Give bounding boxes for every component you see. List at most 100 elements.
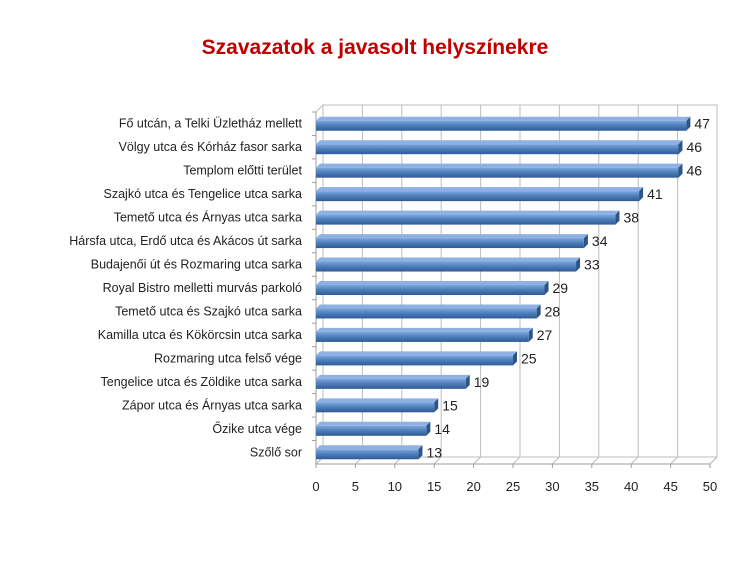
category-label: Temető utca és Szajkó utca sarka [115,304,302,318]
bar-end-face [513,351,517,366]
data-label: 13 [426,444,442,460]
bar-end-face [465,374,470,389]
bar [316,187,644,202]
data-label: 25 [521,350,537,366]
x-tick-label: 25 [506,479,520,494]
category-label: Hársfa utca, Erdő utca és Akácos út sark… [69,234,302,248]
category-label: Fő utcán, a Telki Üzletház mellett [119,117,303,131]
bar-front-face [316,402,435,413]
category-label: Kamilla utca és Kökörcsin utca sarka [98,328,302,342]
category-label: Royal Bistro melletti murvás parkoló [103,281,302,295]
labels: 0 5 10 15 20 25 30 35 40 45 50 Fő utcán, a Telki Üz… [69,116,717,494]
category-label: Zápor utca és Árnyas utca sarka [122,397,302,412]
floor-gridline [473,456,481,465]
data-label: 46 [686,163,702,179]
data-label: 19 [474,374,490,390]
bar-top-face [316,327,533,332]
bar-top-face [316,281,549,285]
bar [316,116,691,131]
bar [316,281,549,295]
floor-gridline [433,456,442,465]
bar-end-face [434,398,439,413]
bar [316,257,581,272]
bar [316,163,683,178]
bar-front-face [316,331,529,342]
floor-gridline [512,456,521,465]
bar [316,304,541,319]
x-tick-label: 20 [466,479,480,494]
data-label: 15 [442,397,458,413]
data-label: 41 [647,186,663,202]
x-tick-label: 30 [545,479,559,494]
data-label: 34 [592,233,608,249]
bar-end-face [418,445,423,460]
bar-top-face [316,445,423,450]
bar-front-face [316,167,679,178]
x-tick-label: 15 [427,479,441,494]
bar-front-face [316,120,687,131]
x-tick-label: 35 [585,479,599,494]
bar-end-face [686,116,691,131]
bar-end-face [576,257,581,272]
category-label: Tengelice utca és Zöldike utca sarka [101,375,303,389]
bar [316,445,423,460]
bar-top-face [316,351,517,356]
bars [316,116,691,460]
bar-front-face [316,378,466,389]
bar [316,374,470,389]
bar-end-face [528,327,533,342]
category-label: Völgy utca és Kórház fasor sarka [119,140,302,154]
bar-top-face [316,374,470,379]
bar-top-face [316,257,581,262]
bar-top-face [316,116,691,121]
left-wall-edge [315,104,324,113]
bar-top-face [316,234,588,239]
bar-front-face [316,261,577,272]
floor-gridline [591,456,600,465]
bar-top-face [316,163,683,168]
bar-end-face [615,210,620,225]
data-label: 27 [537,327,553,343]
data-label: 29 [553,280,569,296]
bar-end-face [678,140,683,155]
bar-end-face [583,234,588,249]
data-label: 28 [545,303,561,319]
bar-top-face [316,140,683,145]
bar [316,421,431,436]
category-label: Őzike utca vége [212,421,302,436]
bar-front-face [316,285,545,295]
bar-top-face [316,210,620,215]
category-label: Budajenői út és Rozmaring utca sarka [91,258,302,272]
bar [316,234,588,249]
chart-title: Szavazatok a javasolt helyszínekre [201,36,549,59]
x-tick-label: 10 [388,479,402,494]
bar-end-face [639,187,644,202]
bar [316,210,620,225]
x-tick-label: 40 [624,479,638,494]
x-tick-label: 50 [703,479,717,494]
bar [316,327,533,342]
bar-end-face [426,421,431,436]
bar-front-face [316,308,537,319]
bar-front-face [316,425,427,436]
bar-front-face [316,191,640,202]
category-label: Szajkó utca és Tengelice utca sarka [104,187,303,201]
data-label: 46 [686,139,702,155]
bar-top-face [316,187,644,192]
bar-front-face [316,238,584,249]
bar-front-face [316,144,679,155]
category-label: Templom előtti terület [183,164,302,178]
bar-top-face [316,398,439,403]
bar-end-face [678,163,683,178]
x-tick-label: 5 [352,479,359,494]
floor-gridline [552,456,560,465]
x-tick-label: 0 [312,479,319,494]
bar-front-face [316,214,616,225]
floor-edge [709,456,718,465]
bar-end-face [544,281,549,295]
bar-top-face [316,421,431,426]
bar-front-face [316,355,513,366]
bar-front-face [316,449,419,460]
category-label: Rozmaring utca felső vége [154,351,302,365]
